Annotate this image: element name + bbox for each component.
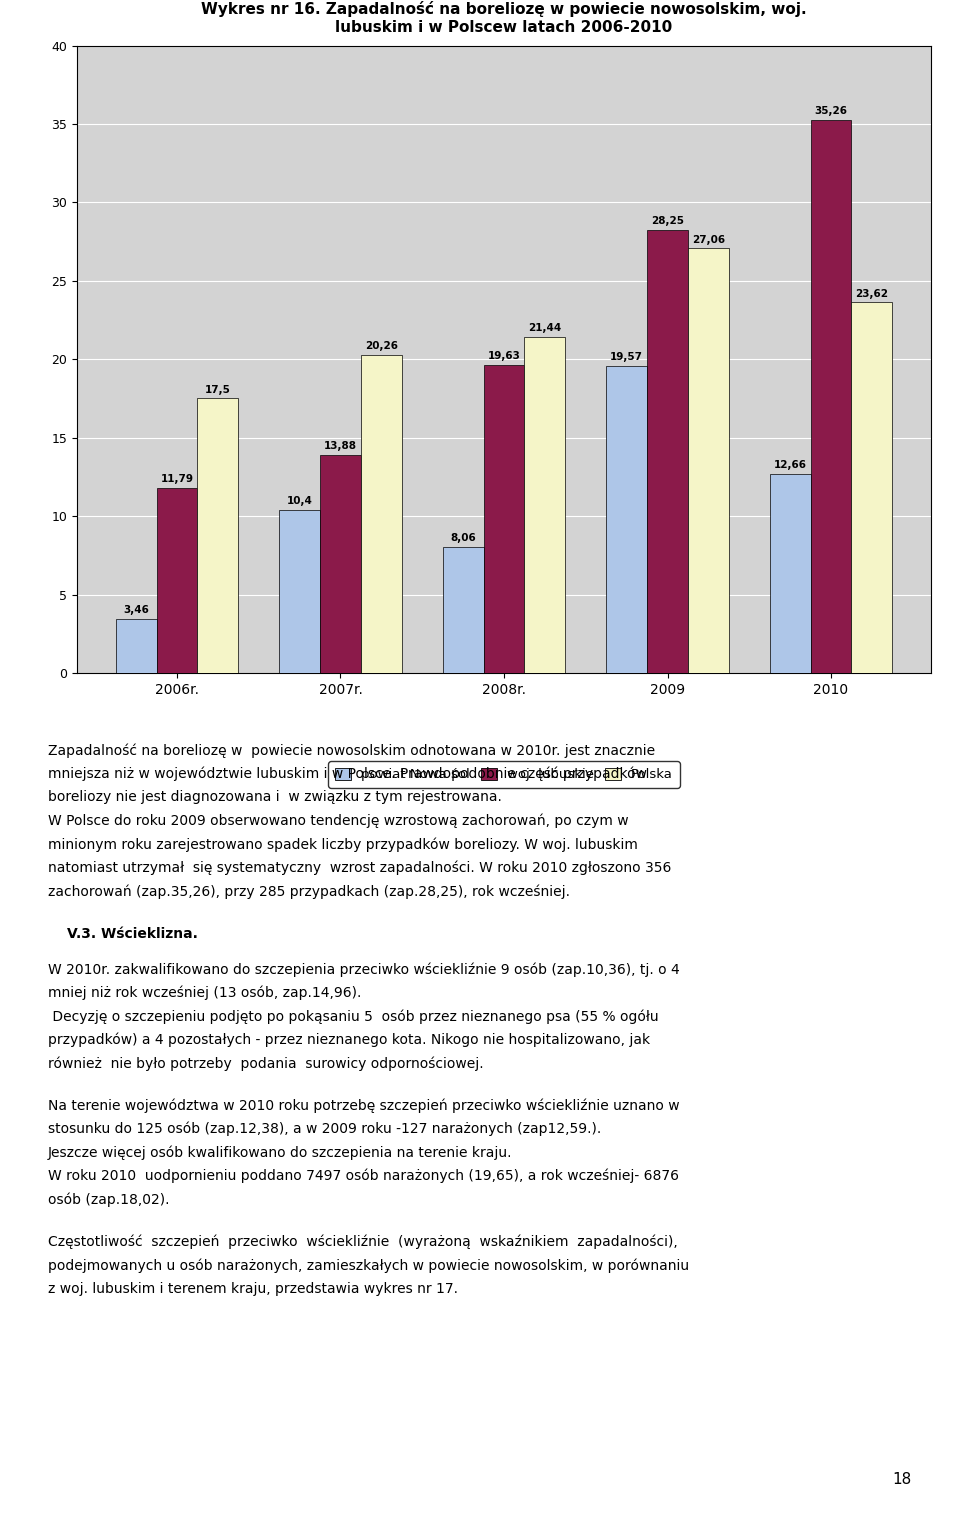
Text: mniej niż rok wcześniej (13 osób, zap.14,96).: mniej niż rok wcześniej (13 osób, zap.14… <box>48 986 361 1000</box>
Text: 18: 18 <box>893 1471 912 1487</box>
Text: Decyzję o szczepieniu podjęto po pokąsaniu 5  osób przez nieznanego psa (55 % og: Decyzję o szczepieniu podjęto po pokąsan… <box>48 1009 659 1024</box>
Text: stosunku do 125 osób (zap.12,38), a w 2009 roku -127 narażonych (zap12,59.).: stosunku do 125 osób (zap.12,38), a w 20… <box>48 1123 601 1136</box>
Text: 35,26: 35,26 <box>814 106 848 115</box>
Text: W 2010r. zakwalifikowano do szczepienia przeciwko wściekliźnie 9 osób (zap.10,36: W 2010r. zakwalifikowano do szczepienia … <box>48 962 680 977</box>
Text: podejmowanych u osób narażonych, zamieszkałych w powiecie nowosolskim, w porówna: podejmowanych u osób narażonych, zamiesz… <box>48 1258 689 1273</box>
Bar <box>810 120 852 674</box>
Bar <box>770 475 810 674</box>
Bar <box>320 455 361 674</box>
Text: również  nie było potrzeby  podania  surowicy odpornościowej.: również nie było potrzeby podania surowi… <box>48 1056 484 1071</box>
Text: 21,44: 21,44 <box>528 323 562 332</box>
Bar <box>524 337 565 674</box>
Text: 19,57: 19,57 <box>611 352 643 363</box>
Text: 20,26: 20,26 <box>365 341 397 352</box>
Text: Na terenie województwa w 2010 roku potrzebę szczepień przeciwko wściekliźnie uzn: Na terenie województwa w 2010 roku potrz… <box>48 1098 680 1113</box>
Text: 27,06: 27,06 <box>692 235 725 244</box>
Bar <box>156 488 198 674</box>
Text: W Polsce do roku 2009 obserwowano tendencję wzrostową zachorowań, po czym w: W Polsce do roku 2009 obserwowano tenden… <box>48 813 629 828</box>
Bar <box>606 366 647 674</box>
Bar <box>279 510 320 674</box>
Bar <box>688 249 729 674</box>
Text: Częstotliwość  szczepień  przeciwko  wściekliźnie  (wyrażoną  wskaźnikiem  zapad: Częstotliwość szczepień przeciwko wściek… <box>48 1235 678 1250</box>
Text: przypadków) a 4 pozostałych - przez nieznanego kota. Nikogo nie hospitalizowano,: przypadków) a 4 pozostałych - przez niez… <box>48 1033 650 1047</box>
Text: 17,5: 17,5 <box>204 384 230 394</box>
Bar <box>115 619 156 674</box>
Text: 13,88: 13,88 <box>324 441 357 451</box>
Text: 28,25: 28,25 <box>651 215 684 226</box>
Title: Wykres nr 16. Zapadalność na boreliozę w powiecie nowosolskim, woj.
lubuskim i w: Wykres nr 16. Zapadalność na boreliozę w… <box>202 2 806 35</box>
Bar <box>361 355 402 674</box>
Text: z woj. lubuskim i terenem kraju, przedstawia wykres nr 17.: z woj. lubuskim i terenem kraju, przedst… <box>48 1282 458 1296</box>
Bar <box>443 546 484 674</box>
Text: 23,62: 23,62 <box>855 288 888 299</box>
Text: 19,63: 19,63 <box>488 350 520 361</box>
Legend: powiat Nowa śol, woj. lubuskie, Polska: powiat Nowa śol, woj. lubuskie, Polska <box>328 762 680 787</box>
Bar <box>198 399 238 674</box>
Bar <box>484 366 524 674</box>
Text: 3,46: 3,46 <box>123 605 149 614</box>
Text: zachorowań (zap.35,26), przy 285 przypadkach (zap.28,25), rok wcześniej.: zachorowań (zap.35,26), przy 285 przypad… <box>48 884 570 900</box>
Text: minionym roku zarejestrowano spadek liczby przypadków boreliozy. W woj. lubuskim: minionym roku zarejestrowano spadek licz… <box>48 837 637 853</box>
Bar <box>647 229 688 674</box>
Text: 11,79: 11,79 <box>160 475 194 484</box>
Text: mniejsza niż w województwie lubuskim i w Polsce. Prawdopodobnie część przypadków: mniejsza niż w województwie lubuskim i w… <box>48 768 647 781</box>
Text: Jeszcze więcej osób kwalifikowano do szczepienia na terenie kraju.: Jeszcze więcej osób kwalifikowano do szc… <box>48 1145 513 1161</box>
Text: 10,4: 10,4 <box>287 496 313 505</box>
Text: V.3. Wścieklizna.: V.3. Wścieklizna. <box>67 927 198 941</box>
Text: boreliozy nie jest diagnozowana i  w związku z tym rejestrowana.: boreliozy nie jest diagnozowana i w zwią… <box>48 790 502 804</box>
Text: W roku 2010  uodpornieniu poddano 7497 osób narażonych (19,65), a rok wcześniej-: W roku 2010 uodpornieniu poddano 7497 os… <box>48 1170 679 1183</box>
Text: osób (zap.18,02).: osób (zap.18,02). <box>48 1192 170 1208</box>
Bar <box>852 302 893 674</box>
Text: Zapadalność na boreliozę w  powiecie nowosolskim odnotowana w 2010r. jest znaczn: Zapadalność na boreliozę w powiecie nowo… <box>48 743 655 758</box>
Text: natomiast utrzymał  się systematyczny  wzrost zapadalności. W roku 2010 zgłoszon: natomiast utrzymał się systematyczny wzr… <box>48 862 671 875</box>
Text: 8,06: 8,06 <box>450 532 476 543</box>
Text: 12,66: 12,66 <box>774 461 806 470</box>
